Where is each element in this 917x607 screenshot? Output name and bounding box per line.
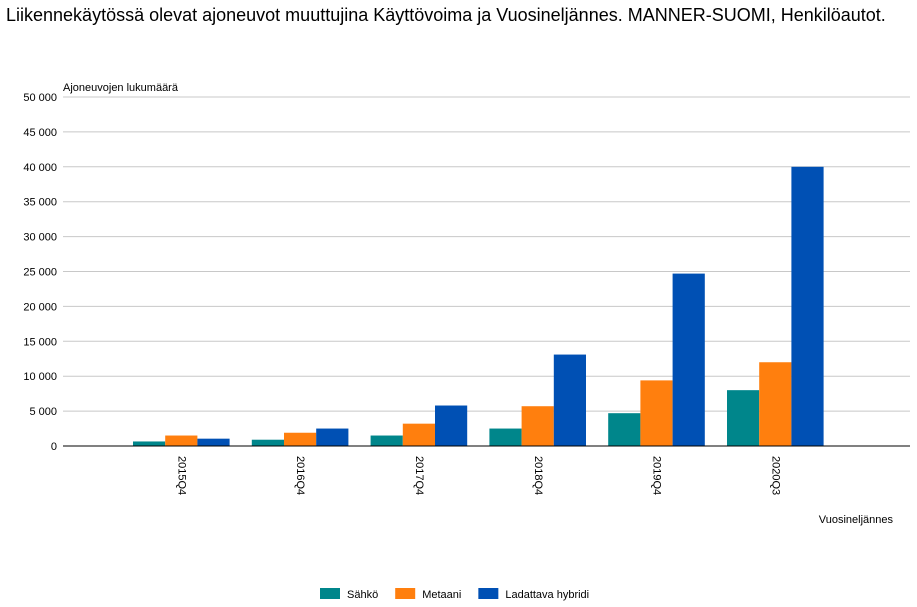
y-tick-label: 0 (51, 441, 57, 453)
legend-swatch (395, 588, 416, 599)
bar-metaani-2016Q4 (284, 432, 317, 446)
y-axis-ticks: 0 5 000 10 000 15 000 20 000 25 000 30 000 35 0… (23, 92, 57, 453)
y-tick-label: 10 000 (23, 371, 57, 383)
bar-ladattava-hybridi-2018Q4 (553, 354, 586, 446)
bars (133, 166, 824, 447)
bar-metaani-2019Q4 (640, 380, 673, 446)
y-tick-label: 25 000 (23, 267, 57, 279)
y-tick-label: 15 000 (23, 336, 57, 348)
legend-swatch (478, 588, 499, 599)
bar-ladattava-hybridi-2015Q4 (197, 438, 230, 446)
bar-metaani-2020Q3 (759, 362, 792, 446)
bar-sähkö-2016Q4 (251, 439, 284, 446)
bar-metaani-2015Q4 (165, 435, 198, 446)
bar-sähkö-2019Q4 (608, 413, 641, 446)
x-tick-label: 2018Q4 (532, 456, 544, 495)
y-tick-label: 35 000 (23, 197, 57, 209)
chart-title: Liikennekäytössä olevat ajoneuvot muuttu… (6, 5, 886, 25)
y-tick-label: 50 000 (23, 92, 57, 104)
bar-ladattava-hybridi-2016Q4 (316, 428, 349, 446)
y-tick-label: 5 000 (29, 406, 57, 418)
gridlines (63, 96, 910, 412)
bar-metaani-2018Q4 (521, 406, 554, 446)
bar-sähkö-2020Q3 (727, 390, 760, 446)
bar-metaani-2017Q4 (402, 423, 435, 446)
y-tick-label: 30 000 (23, 232, 57, 244)
y-axis-label: Ajoneuvojen lukumäärä (63, 82, 179, 94)
bar-ladattava-hybridi-2020Q3 (791, 166, 824, 447)
legend: Sähkö Metaani Ladattava hybridi (320, 588, 589, 601)
bar-ladattava-hybridi-2019Q4 (672, 273, 705, 446)
x-tick-label: 2019Q4 (651, 456, 663, 495)
bar-sähkö-2017Q4 (370, 435, 403, 446)
legend-label: Ladattava hybridi (505, 589, 589, 601)
bar-sähkö-2015Q4 (133, 441, 166, 446)
y-tick-label: 40 000 (23, 162, 57, 174)
bar-sähkö-2018Q4 (489, 428, 522, 446)
bar-ladattava-hybridi-2017Q4 (435, 405, 468, 446)
x-tick-label: 2015Q4 (175, 456, 187, 495)
legend-label: Sähkö (347, 589, 378, 601)
x-tick-label: 2017Q4 (413, 456, 425, 495)
x-tick-label: 2020Q3 (769, 456, 781, 495)
y-tick-label: 45 000 (23, 127, 57, 139)
y-tick-label: 20 000 (23, 301, 57, 313)
legend-label: Metaani (422, 589, 461, 601)
x-axis-ticks: 2015Q4 2016Q4 2017Q4 2018Q4 2019Q4 2020Q3 (175, 456, 781, 495)
x-tick-label: 2016Q4 (294, 456, 306, 495)
x-axis-label: Vuosineljännes (819, 514, 894, 526)
legend-swatch (320, 588, 340, 599)
